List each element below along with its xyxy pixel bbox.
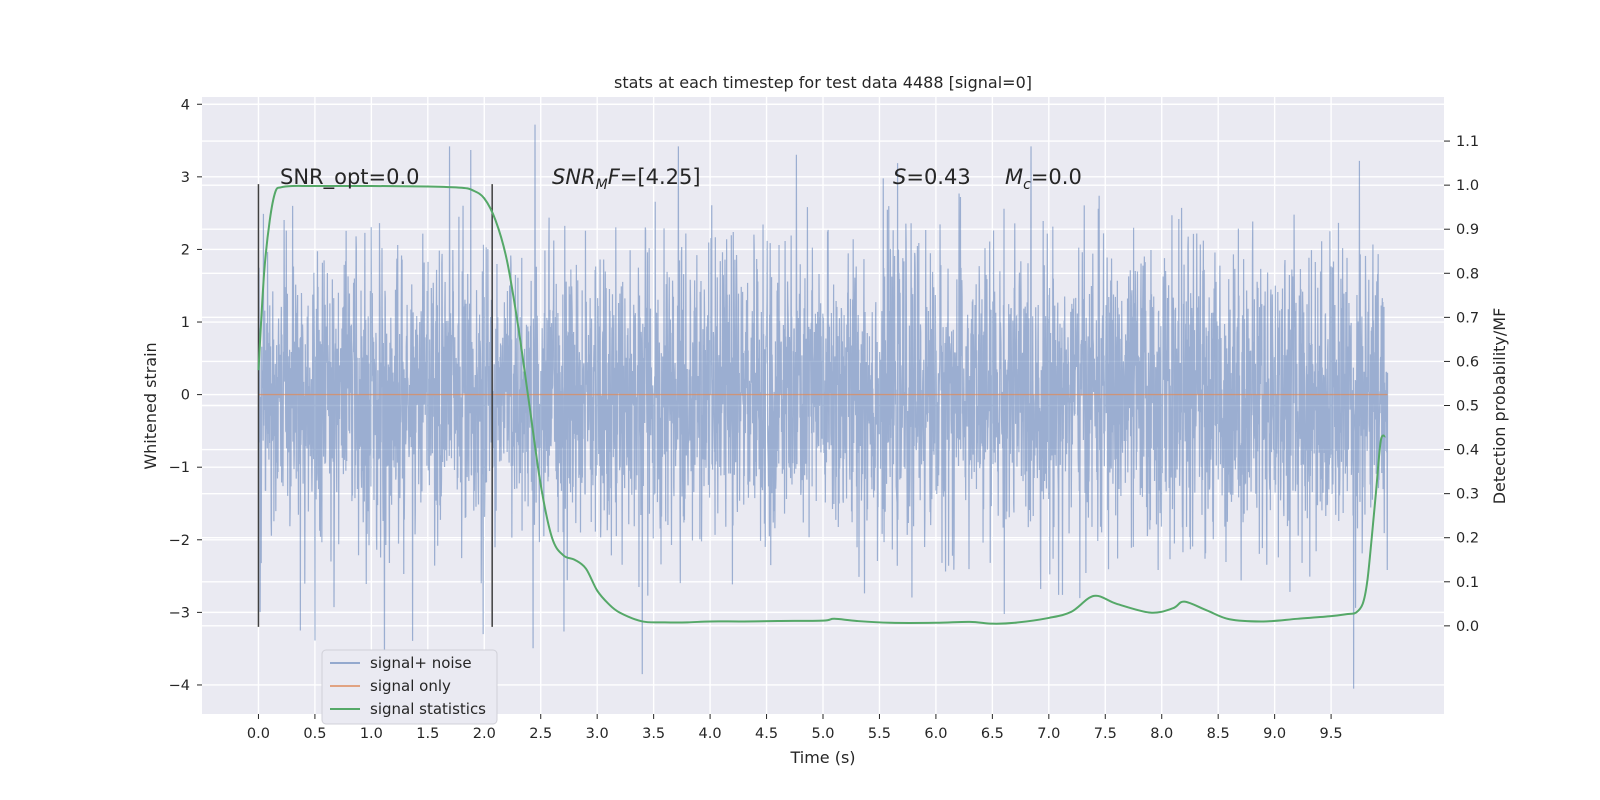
annotation-s: S=0.43 <box>893 165 971 189</box>
series-signal-noise <box>257 124 1389 689</box>
annotation-snr-mf-value: =[4.25] <box>620 165 701 189</box>
y-right-axis-ticks: 0.0 0.1 0.2 0.3 0.4 0.5 0.6 0.7 0.8 0.9 1.0 1.1 <box>1444 134 1479 635</box>
annotation-s-letter: S <box>893 165 906 189</box>
x-tick-label: 2.0 <box>473 726 496 742</box>
legend: signal+ noise signal only signal statist… <box>321 649 498 725</box>
annotation-snr-mf: SNRMF=[4.25] <box>552 165 701 193</box>
y-right-tick-label: 0.3 <box>1456 487 1479 503</box>
x-tick-label: 5.0 <box>811 726 834 742</box>
y-right-tick-label: 0.5 <box>1456 399 1479 415</box>
series-line-signal-statistics <box>257 184 1387 625</box>
y-right-tick-label: 0.0 <box>1456 619 1479 635</box>
x-tick-label: 1.0 <box>360 726 383 742</box>
x-tick-label: 5.5 <box>868 726 891 742</box>
x-axis-ticks: 0.0 0.5 1.0 1.5 2.0 2.5 3.0 3.5 4.0 4.5 5.0 5.5 6.0 6… <box>247 714 1343 742</box>
x-tick-label: 1.5 <box>416 726 439 742</box>
series-signal-statistics <box>257 184 1387 625</box>
y-tick-label: 3 <box>181 170 190 186</box>
y-tick-label: −2 <box>169 533 190 549</box>
x-tick-label: 7.0 <box>1037 726 1060 742</box>
y-right-tick-label: 0.1 <box>1456 575 1479 591</box>
y-right-tick-label: 0.8 <box>1456 266 1479 282</box>
y-right-tick-label: 1.0 <box>1456 178 1479 194</box>
annotation-snr-mf-rest: F <box>608 165 621 189</box>
x-tick-label: 9.5 <box>1320 726 1343 742</box>
annotation-snr-opt: SNR_opt=0.0 <box>280 165 420 190</box>
x-tick-label: 8.5 <box>1207 726 1230 742</box>
legend-label-signal-only: signal only <box>370 677 451 695</box>
annotation-snr-mf-base: SNR <box>552 165 596 189</box>
annotation-s-value: =0.43 <box>906 165 970 189</box>
y-right-tick-label: 0.2 <box>1456 531 1479 547</box>
legend-label-signal-statistics: signal statistics <box>370 700 486 718</box>
x-tick-label: 3.5 <box>642 726 665 742</box>
y-axis-ticks: −4 −3 −2 −1 0 1 2 3 4 <box>169 97 202 694</box>
y-tick-label: −4 <box>169 678 190 694</box>
x-tick-label: 6.0 <box>924 726 947 742</box>
y-tick-label: 2 <box>181 242 190 258</box>
y-tick-label: 0 <box>181 388 190 404</box>
y-right-tick-label: 0.4 <box>1456 443 1479 459</box>
annotation-mc-sub: c <box>1023 177 1031 193</box>
x-tick-label: 2.5 <box>529 726 552 742</box>
x-tick-label: 6.5 <box>981 726 1004 742</box>
x-tick-label: 4.5 <box>755 726 778 742</box>
y-tick-label: 4 <box>181 97 190 113</box>
x-tick-label: 0.5 <box>303 726 326 742</box>
y-tick-label: −3 <box>169 605 190 621</box>
annotation-mc-letter: M <box>1005 165 1023 189</box>
y-tick-label: −1 <box>169 460 190 476</box>
x-tick-label: 7.5 <box>1094 726 1117 742</box>
y-right-tick-label: 0.7 <box>1456 310 1479 326</box>
x-axis-label: Time (s) <box>789 748 855 767</box>
y-tick-label: 1 <box>181 315 190 331</box>
y-axis-label: Whitened strain <box>141 342 160 469</box>
x-tick-label: 3.0 <box>586 726 609 742</box>
y-right-axis-label: Detection probability/MF <box>1490 308 1509 505</box>
chart-title: stats at each timestep for test data 448… <box>614 73 1032 92</box>
y-right-tick-label: 0.9 <box>1456 222 1479 238</box>
annotation-snr-mf-sub: M <box>596 177 608 193</box>
x-tick-label: 4.0 <box>699 726 722 742</box>
annotation-mc-value: =0.0 <box>1031 165 1082 189</box>
y-right-tick-label: 1.1 <box>1456 134 1479 150</box>
annotation-mc: Mc=0.0 <box>1005 165 1082 193</box>
series-line-signal-noise <box>257 124 1389 689</box>
x-tick-label: 0.0 <box>247 726 270 742</box>
x-tick-label: 9.0 <box>1263 726 1286 742</box>
x-tick-label: 8.0 <box>1150 726 1173 742</box>
legend-box <box>321 649 498 725</box>
legend-label-signal-noise: signal+ noise <box>370 654 472 672</box>
y-right-tick-label: 0.6 <box>1456 354 1479 370</box>
marker-lines <box>257 184 493 627</box>
